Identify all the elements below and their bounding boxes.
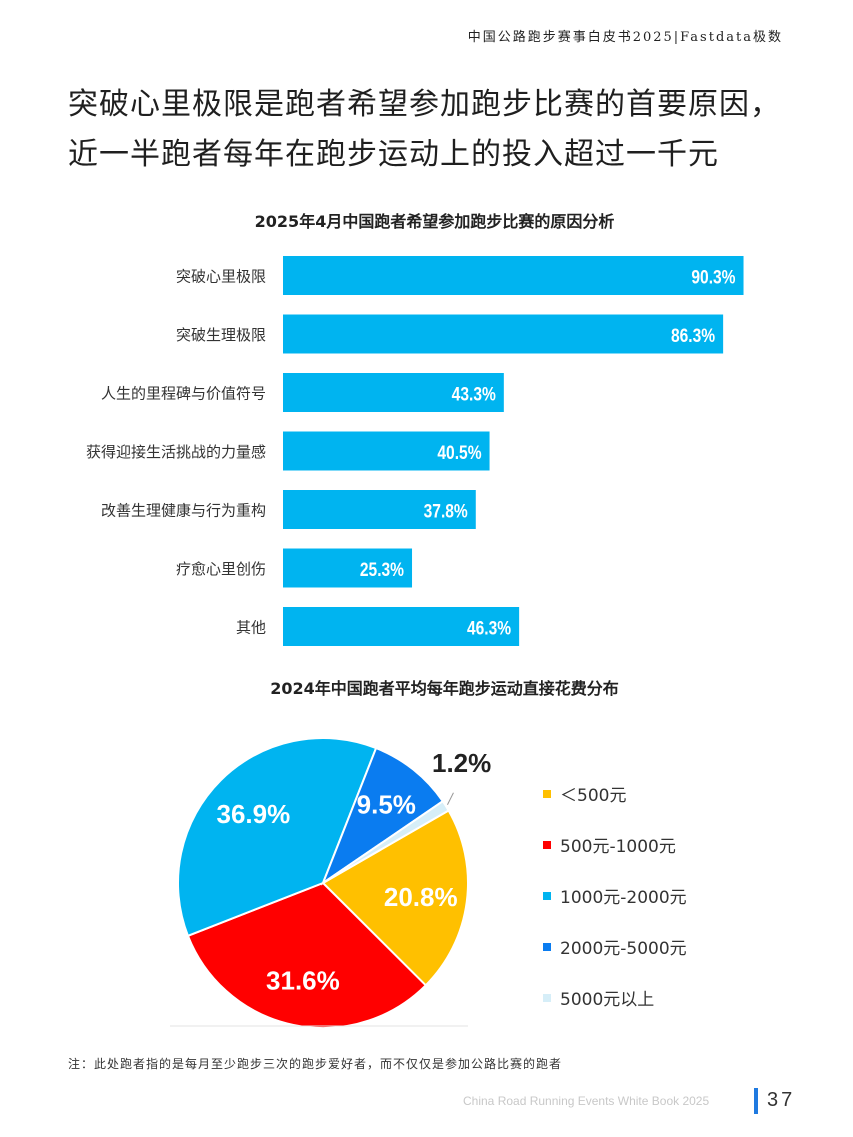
legend-item: 2000元-5000元 [543, 921, 687, 972]
legend-swatch [543, 993, 551, 1002]
pie-slice [177, 737, 378, 938]
bar [283, 548, 413, 588]
bar-category-label: 改善生理健康与行为重构 [101, 502, 266, 520]
bar-value-label: 40.5% [437, 442, 481, 464]
footnote: 注：此处跑者指的是每月至少跑步三次的跑步爱好者，而不仅仅是参加公路比赛的跑者 [68, 1057, 563, 1071]
bar [283, 373, 504, 412]
headline-line-2: 近一半跑者每年在跑步运动上的投入超过一千元 [68, 137, 719, 172]
report-header-title: 中国公路跑步赛事白皮书2025|Fastdata极数 [467, 30, 783, 45]
legend-item: 5000元以上 [543, 972, 687, 1023]
pie-slice [320, 746, 445, 886]
footer-book-title: China Road Running Events White Book 202… [463, 1094, 710, 1108]
legend-swatch [543, 840, 551, 849]
legend-label: 1000元-2000元 [560, 888, 687, 908]
pie-value-label: 1.2% [432, 748, 491, 778]
pie-leader-line [446, 792, 454, 805]
pie-chart-title: 2024年中国跑者平均每年跑步运动直接花费分布 [270, 679, 619, 698]
legend-label: 5000元以上 [560, 990, 655, 1010]
legend-label: 2000元-5000元 [560, 939, 687, 959]
bar [283, 256, 744, 295]
bar-chart-title: 2025年4月中国跑者希望参加跑步比赛的原因分析 [254, 212, 615, 231]
legend-item: ＜500元 [543, 768, 687, 819]
pie-value-label: 31.6% [266, 966, 340, 996]
bar-category-label: 人生的里程碑与价值符号 [101, 385, 266, 403]
legend-item: 500元-1000元 [543, 819, 687, 870]
bar [283, 314, 724, 354]
bar-value-label: 46.3% [467, 617, 511, 639]
bar [283, 607, 520, 646]
pie-legend: ＜500元 500元-1000元 1000元-2000元 2000元-5000元 500… [543, 768, 687, 1023]
bar [283, 431, 490, 471]
bar-value-label: 37.8% [424, 500, 468, 522]
bar-category-label: 获得迎接生活挑战的力量感 [86, 443, 266, 461]
bar-category-label: 疗愈心里创伤 [176, 560, 266, 578]
bar-category-label: 其他 [236, 619, 266, 637]
bar [283, 490, 476, 529]
bar-value-label: 25.3% [360, 559, 404, 581]
legend-label: ＜500元 [560, 786, 627, 806]
bar-value-label: 43.3% [452, 383, 496, 405]
pie-value-label: 36.9% [216, 799, 290, 829]
bar-value-label: 86.3% [671, 325, 715, 347]
page-number: 37 [767, 1089, 796, 1111]
legend-label: 500元-1000元 [560, 837, 676, 857]
legend-swatch [543, 789, 551, 798]
footer-accent-bar [754, 1088, 758, 1114]
page-headline: 突破心里极限是跑者希望参加跑步比赛的首要原因， 近一半跑者每年在跑步运动上的投入… [68, 80, 828, 180]
legend-swatch [543, 942, 551, 951]
pie-value-label: 9.5% [357, 790, 416, 820]
legend-swatch [543, 891, 551, 900]
bar-category-label: 突破生理极限 [176, 326, 266, 344]
pie-value-label: 20.8% [384, 882, 458, 912]
legend-item: 1000元-2000元 [543, 870, 687, 921]
headline-line-1: 突破心里极限是跑者希望参加跑步比赛的首要原因， [68, 87, 781, 122]
bar-value-label: 90.3% [691, 266, 735, 288]
pie-slice [321, 809, 469, 987]
pie-slice [186, 881, 428, 1029]
bar-category-label: 突破心里极限 [176, 268, 266, 286]
pie-slice [322, 799, 450, 884]
